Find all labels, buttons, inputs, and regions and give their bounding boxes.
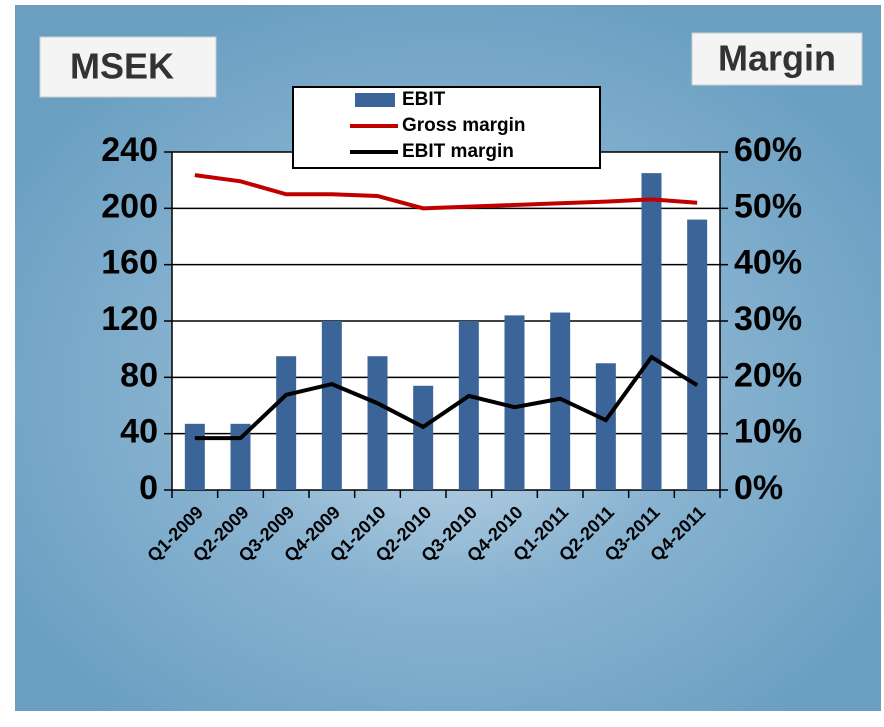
y2-tick-label: 20% xyxy=(734,356,802,394)
line-series xyxy=(194,173,698,211)
y-tick-label: 240 xyxy=(101,131,158,169)
y2-tick-label: 50% xyxy=(734,187,802,225)
left-axis-title: MSEK xyxy=(70,46,174,87)
bar xyxy=(230,423,251,490)
right-title-box xyxy=(691,32,863,86)
bar xyxy=(550,312,571,490)
bar xyxy=(641,173,662,490)
legend-label: EBIT xyxy=(402,89,446,110)
legend-box xyxy=(292,86,601,169)
y2-tick-label: 40% xyxy=(734,244,802,282)
right-axis-title: Margin xyxy=(718,38,836,79)
y-tick-label: 80 xyxy=(120,356,158,394)
line-series xyxy=(194,354,699,441)
y-tick-label: 200 xyxy=(101,187,158,225)
y2-tick-label: 0% xyxy=(734,469,783,507)
legend-label: Gross margin xyxy=(402,115,526,136)
bar xyxy=(504,315,525,490)
bar xyxy=(184,423,205,490)
bar xyxy=(687,219,708,490)
bar xyxy=(413,385,434,490)
y-tick-label: 160 xyxy=(101,244,158,282)
legend-swatch xyxy=(355,93,395,107)
bar xyxy=(367,356,388,490)
bar xyxy=(595,363,616,490)
bar xyxy=(276,356,297,490)
y-tick-label: 40 xyxy=(120,413,158,451)
left-title-box xyxy=(39,36,217,98)
y-tick-label: 120 xyxy=(101,300,158,338)
bar xyxy=(321,321,342,490)
y2-tick-label: 30% xyxy=(734,300,802,338)
legend-label: EBIT margin xyxy=(402,141,514,162)
bar xyxy=(458,321,479,490)
y2-tick-label: 60% xyxy=(734,131,802,169)
y2-tick-label: 10% xyxy=(734,413,802,451)
y-tick-label: 0 xyxy=(139,469,158,507)
